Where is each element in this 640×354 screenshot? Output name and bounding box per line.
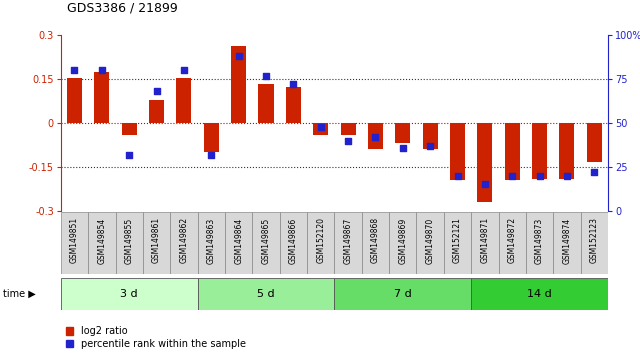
Text: GSM152121: GSM152121 xyxy=(453,217,462,263)
Bar xyxy=(362,212,389,274)
Bar xyxy=(340,123,356,135)
Point xyxy=(288,82,298,87)
Bar xyxy=(198,278,335,310)
Bar xyxy=(471,212,499,274)
Text: GSM149872: GSM149872 xyxy=(508,217,516,263)
Text: 7 d: 7 d xyxy=(394,289,412,299)
Point xyxy=(425,143,435,149)
Point xyxy=(562,173,572,178)
Bar xyxy=(389,212,417,274)
Point xyxy=(507,173,517,178)
Text: time ▶: time ▶ xyxy=(3,289,36,299)
Point xyxy=(69,68,79,73)
Bar xyxy=(499,212,526,274)
Point xyxy=(371,134,381,140)
Text: GSM149861: GSM149861 xyxy=(152,217,161,263)
Text: GSM149870: GSM149870 xyxy=(426,217,435,264)
Bar xyxy=(286,86,301,123)
Point xyxy=(343,138,353,143)
Bar xyxy=(280,212,307,274)
Bar xyxy=(177,78,191,123)
Text: 14 d: 14 d xyxy=(527,289,552,299)
Legend: log2 ratio, percentile rank within the sample: log2 ratio, percentile rank within the s… xyxy=(66,326,246,349)
Text: GSM152123: GSM152123 xyxy=(590,217,599,263)
Text: GSM149862: GSM149862 xyxy=(179,217,188,263)
Point xyxy=(234,53,244,59)
Text: GSM149863: GSM149863 xyxy=(207,217,216,264)
Bar xyxy=(313,123,328,135)
Text: 3 d: 3 d xyxy=(120,289,138,299)
Point xyxy=(316,124,326,129)
Text: GSM149864: GSM149864 xyxy=(234,217,243,264)
Point xyxy=(97,68,107,73)
Bar xyxy=(532,123,547,178)
Text: GSM149867: GSM149867 xyxy=(344,217,353,264)
Bar xyxy=(450,123,465,180)
Text: GSM149868: GSM149868 xyxy=(371,217,380,263)
Point xyxy=(397,145,408,150)
Bar xyxy=(368,123,383,149)
Text: GSM149854: GSM149854 xyxy=(97,217,106,264)
Bar xyxy=(225,212,252,274)
Text: GDS3386 / 21899: GDS3386 / 21899 xyxy=(67,1,178,14)
Bar xyxy=(116,212,143,274)
Text: GSM152120: GSM152120 xyxy=(316,217,325,263)
Text: 5 d: 5 d xyxy=(257,289,275,299)
Bar xyxy=(149,100,164,123)
Point xyxy=(206,152,216,158)
Text: GSM149865: GSM149865 xyxy=(262,217,271,264)
Bar xyxy=(204,123,219,152)
Bar xyxy=(231,46,246,123)
Bar xyxy=(67,78,82,123)
Bar xyxy=(580,212,608,274)
Bar xyxy=(61,212,88,274)
Text: GSM149873: GSM149873 xyxy=(535,217,544,264)
Bar xyxy=(335,278,471,310)
Bar xyxy=(505,123,520,180)
Text: GSM149869: GSM149869 xyxy=(398,217,407,264)
Bar xyxy=(554,212,580,274)
Bar xyxy=(444,212,471,274)
Point xyxy=(179,68,189,73)
Text: GSM149866: GSM149866 xyxy=(289,217,298,264)
Bar xyxy=(259,84,273,123)
Point xyxy=(124,152,134,158)
Text: GSM149855: GSM149855 xyxy=(125,217,134,264)
Point xyxy=(152,88,162,94)
Point xyxy=(480,182,490,187)
Bar xyxy=(122,123,137,135)
Bar xyxy=(587,123,602,162)
Text: GSM149871: GSM149871 xyxy=(481,217,490,263)
Bar xyxy=(526,212,554,274)
Bar xyxy=(252,212,280,274)
Point xyxy=(534,173,545,178)
Bar xyxy=(396,123,410,143)
Bar xyxy=(198,212,225,274)
Bar xyxy=(422,123,438,149)
Bar xyxy=(307,212,335,274)
Bar xyxy=(335,212,362,274)
Point xyxy=(452,173,463,178)
Bar xyxy=(88,212,116,274)
Bar xyxy=(477,123,492,202)
Bar xyxy=(61,278,198,310)
Bar xyxy=(143,212,170,274)
Point xyxy=(589,169,600,175)
Point xyxy=(261,73,271,79)
Bar xyxy=(559,123,575,178)
Bar xyxy=(417,212,444,274)
Bar xyxy=(170,212,198,274)
Bar xyxy=(471,278,608,310)
Bar xyxy=(94,72,109,123)
Text: GSM149874: GSM149874 xyxy=(563,217,572,264)
Text: GSM149851: GSM149851 xyxy=(70,217,79,263)
